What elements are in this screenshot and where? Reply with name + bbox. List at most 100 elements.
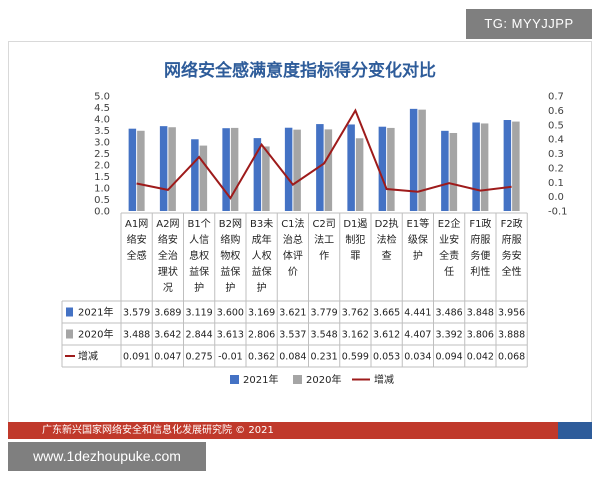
table-row-label: 2020年	[78, 328, 113, 341]
category-label: 成年	[252, 233, 272, 246]
table-row-label: 增减	[78, 350, 98, 363]
category-label: 人信	[189, 234, 209, 246]
bar-2020	[355, 138, 364, 211]
category-label: 务便	[470, 249, 490, 262]
table-cell: 0.047	[154, 352, 181, 363]
category-label: F1政	[469, 217, 491, 230]
category-label: 络安	[127, 233, 147, 246]
table-cell: 3.537	[279, 330, 306, 341]
table-cell: 0.362	[248, 352, 275, 363]
left-axis-tick-label: 4.0	[94, 115, 110, 126]
bar-2020	[293, 129, 301, 211]
table-cell: 3.579	[123, 308, 150, 319]
table-cell: -0.01	[218, 352, 243, 363]
bar-2021	[472, 122, 480, 211]
table-cell: 0.034	[404, 352, 431, 363]
category-label: B2网	[219, 218, 242, 230]
category-label: 全感	[127, 249, 147, 262]
category-label: 全性	[502, 265, 522, 278]
watermark-badge-top: TG: MYYJJPP	[466, 9, 592, 39]
table-cell: 3.621	[279, 308, 306, 319]
chart-frame	[8, 41, 592, 439]
table-cell: 3.613	[217, 330, 244, 341]
bar-2021	[316, 124, 324, 211]
table-cell: 0.068	[498, 352, 525, 363]
table-cell: 3.600	[217, 308, 244, 319]
category-label: 物权	[220, 249, 240, 262]
category-label: 理状	[158, 265, 178, 278]
line-change-series	[136, 108, 512, 200]
bar-2020	[230, 127, 239, 211]
category-label: 府服	[470, 233, 490, 246]
category-label: 护	[257, 281, 267, 294]
bar-2021	[409, 108, 418, 211]
bar-2020	[512, 121, 520, 211]
left-axis-tick-label: 2.5	[94, 149, 110, 160]
bar-2020	[324, 129, 333, 211]
table-cell: 2.806	[248, 330, 275, 341]
table-cell: 0.042	[467, 352, 494, 363]
category-label: 利性	[470, 265, 490, 278]
right-axis-tick-label: 0.3	[548, 149, 564, 160]
bar-2021	[128, 128, 137, 211]
bar-2021	[159, 126, 168, 211]
category-label: 价	[288, 266, 298, 278]
right-axis-tick-label: 0.5	[548, 120, 564, 131]
category-label: 全治	[158, 249, 178, 262]
bar-2021	[347, 124, 355, 211]
table-cell: 3.488	[123, 330, 150, 341]
category-label: 护	[225, 281, 235, 294]
watermark-badge-bottom: www.1dezhoupuke.com	[8, 442, 206, 471]
right-axis-tick-label: 0.7	[548, 92, 564, 103]
bar-2021	[191, 139, 199, 211]
category-label: 络安	[158, 233, 178, 246]
bar-2021	[503, 120, 512, 211]
footer-accent	[558, 422, 592, 439]
category-label: 罪	[350, 250, 360, 262]
category-label: C2司	[312, 219, 335, 230]
table-cell: 3.806	[467, 330, 494, 341]
category-label: B1个	[188, 218, 211, 230]
table-cell: 3.956	[498, 308, 525, 319]
bar-2020	[137, 130, 145, 211]
category-label: 制犯	[345, 233, 365, 246]
category-label: 级保	[408, 233, 428, 246]
table-cell: 4.407	[404, 330, 431, 341]
right-axis-tick-label: 0.2	[548, 163, 564, 174]
chart-title: 网络安全感满意度指标得分变化对比	[164, 60, 436, 81]
table-cell: 3.612	[373, 330, 400, 341]
right-axis-tick-label: 0.1	[548, 178, 564, 189]
bar-2020	[387, 127, 395, 211]
left-axis-tick-label: 5.0	[94, 92, 110, 103]
right-axis-tick-label: 0.4	[548, 135, 564, 146]
category-label: 人权	[252, 249, 272, 262]
category-label: A2网	[156, 218, 179, 230]
category-label: 任	[444, 265, 454, 278]
table-cell: 3.119	[186, 308, 213, 319]
table-cell: 3.888	[498, 330, 525, 341]
table-cell: 0.231	[311, 352, 338, 363]
category-label: D1遏	[343, 217, 367, 230]
left-axis-tick-label: 0.5	[94, 195, 110, 206]
left-axis-tick-label: 3.5	[94, 126, 110, 137]
category-label: 法检	[377, 233, 397, 246]
left-axis-tick-label: 0.0	[94, 207, 110, 218]
table-cell: 0.599	[342, 352, 369, 363]
category-label: 业安	[439, 233, 459, 246]
table-cell: 3.169	[248, 308, 275, 319]
category-label: 作	[319, 250, 329, 262]
category-label: 护	[413, 249, 423, 262]
category-label: 络购	[220, 233, 240, 246]
footer-text: 广东新兴国家网络安全和信息化发展研究院 © 2021	[42, 425, 274, 436]
category-label: 益保	[252, 265, 272, 278]
legend-2020-label: 2020年	[306, 373, 341, 386]
table-cell: 3.689	[154, 308, 181, 319]
category-label: A1网	[125, 218, 148, 230]
legend-2021-swatch	[230, 375, 239, 384]
table-cell: 0.275	[186, 352, 213, 363]
table-cell: 0.094	[436, 352, 463, 363]
table-row-label: 2021年	[78, 306, 113, 319]
table-cell: 2.844	[186, 330, 213, 341]
category-label: 府服	[502, 233, 522, 246]
